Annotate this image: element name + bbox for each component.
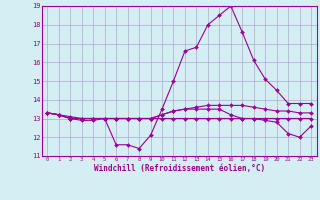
X-axis label: Windchill (Refroidissement éolien,°C): Windchill (Refroidissement éolien,°C) <box>94 164 265 173</box>
